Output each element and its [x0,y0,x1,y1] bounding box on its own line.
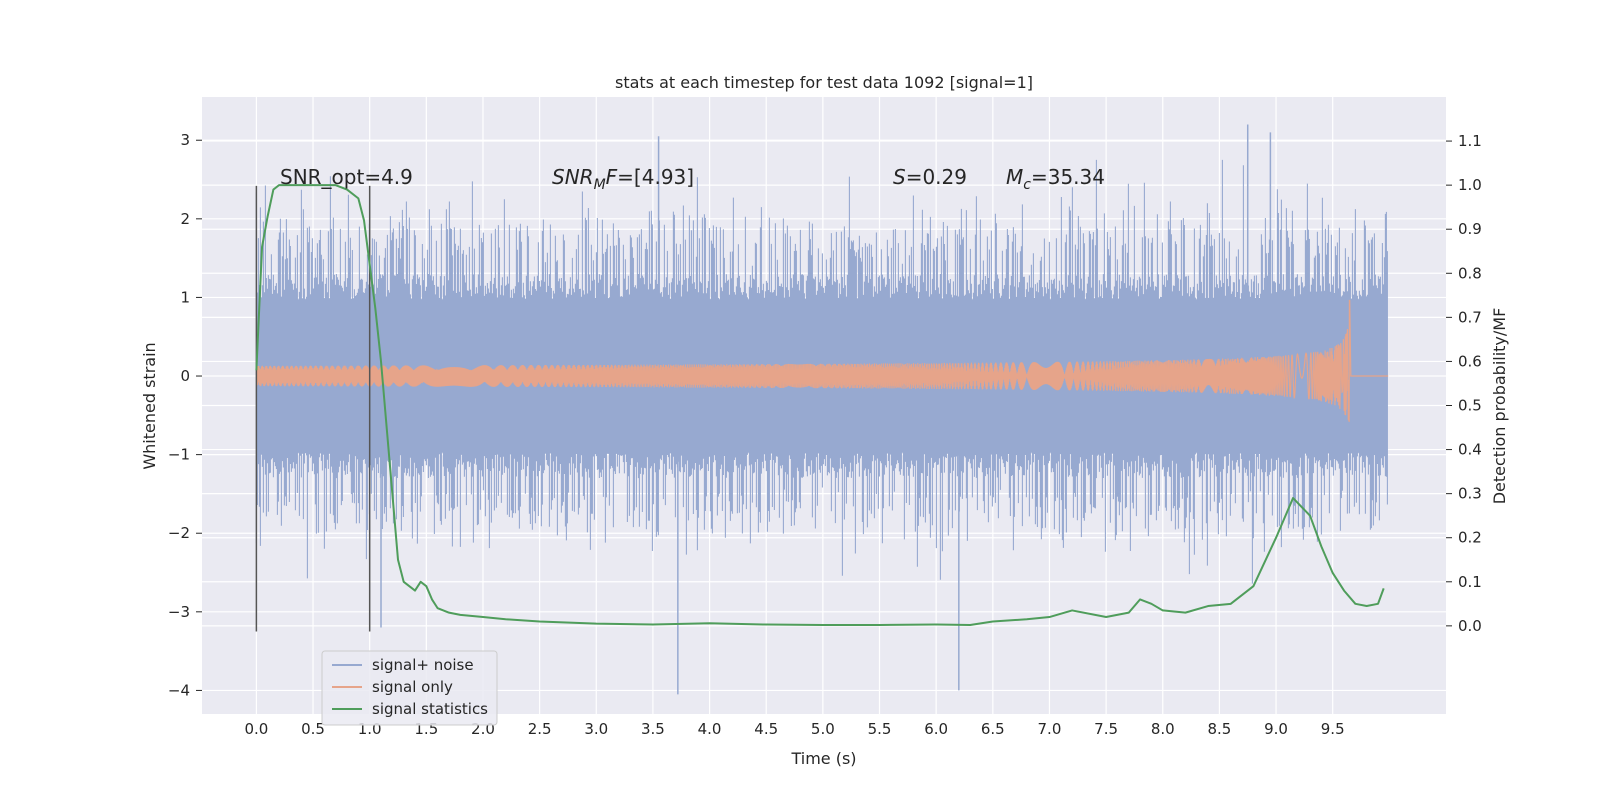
y-tick-label-left: −1 [168,446,190,464]
x-tick-label: 7.0 [1038,720,1062,738]
legend-label-signal-statistics: signal statistics [372,700,488,718]
y-tick-label-right: 0.2 [1458,529,1482,547]
y-tick-label-right: 1.0 [1458,176,1482,194]
y-tick-label-right: 0.9 [1458,220,1482,238]
x-tick-label: 7.5 [1094,720,1118,738]
x-tick-label: 9.0 [1264,720,1288,738]
annotation-s: S=0.29 [893,165,967,189]
x-tick-label: 9.5 [1321,720,1345,738]
x-tick-label: 5.5 [868,720,892,738]
legend-label-signal-plus-noise: signal+ noise [372,656,474,674]
y-tick-label-right: 0.3 [1458,485,1482,503]
y-tick-label-right: 0.8 [1458,264,1482,282]
series-signal-statistics [255,184,1385,626]
legend: signal+ noise signal only signal statist… [321,650,498,726]
y-tick-label-left: −4 [168,681,190,699]
x-tick-label: 6.5 [981,720,1005,738]
y-tick-label-left: 3 [180,131,190,149]
legend-label-signal-only: signal only [372,678,453,696]
y-tick-label-right: 0.6 [1458,352,1482,370]
x-tick-label: 8.5 [1207,720,1231,738]
y-tick-label-left: 1 [180,288,190,306]
x-tick-label: 8.0 [1151,720,1175,738]
y-axis-label-left: Whitened strain [140,342,159,469]
legend-box [321,650,498,726]
x-tick-label: 6.0 [924,720,948,738]
signal-trace [255,299,1389,422]
annotation-snr-mf: SNRMF=[4.93] [552,165,694,193]
y-tick-label-right: 0.7 [1458,308,1482,326]
x-tick-label: 4.5 [754,720,778,738]
annotation-mc: Mc=35.34 [1006,165,1105,193]
x-tick-label: 3.0 [584,720,608,738]
y-tick-label-right: 1.1 [1458,132,1482,150]
statistics-trace [255,184,1385,626]
y-tick-label-left: 2 [180,210,190,228]
annotation-snr-opt: SNR_opt=4.9 [280,165,413,189]
x-tick-label: 0.5 [301,720,325,738]
x-tick-label: 0.0 [244,720,268,738]
y-tick-label-left: −3 [168,603,190,621]
x-tick-label: 4.0 [698,720,722,738]
x-tick-label: 2.5 [528,720,552,738]
series-signal-only [255,299,1389,422]
chart-title: stats at each timestep for test data 109… [615,73,1033,92]
x-axis-label: Time (s) [790,749,856,768]
y-tick-label-right: 0.0 [1458,617,1482,635]
y-axis-label-right: Detection probability/MF [1490,308,1509,505]
x-tick-label: 3.5 [641,720,665,738]
y-tick-label-right: 0.1 [1458,573,1482,591]
x-tick-label: 5.0 [811,720,835,738]
y-tick-label-right: 0.5 [1458,397,1482,415]
y-tick-label-left: −2 [168,524,190,542]
y-tick-label-right: 0.4 [1458,441,1482,459]
y-tick-label-left: 0 [180,367,190,385]
